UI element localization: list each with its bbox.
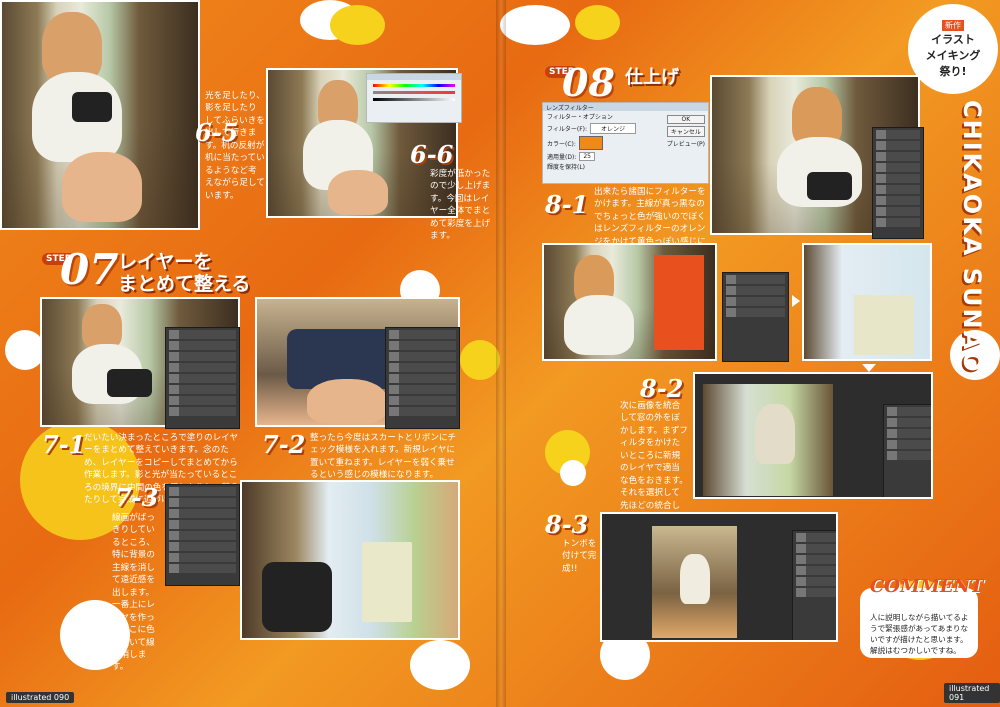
step-label-6-6: 6-6	[410, 140, 454, 169]
density-value[interactable]: 25	[579, 152, 595, 161]
step-badge-07: STEP	[42, 253, 76, 265]
page-folio-right: illustrated 091	[944, 683, 1000, 703]
lens-filter-dialog: レンズフィルター フィルター・オプション フィルター(F): オレンジ カラー(…	[542, 102, 709, 184]
step-label-8-1: 8-1	[545, 190, 589, 219]
photoshop-screenshot-8-3	[600, 512, 838, 642]
step-label-8-2: 8-2	[640, 374, 684, 403]
photoshop-screenshot-8-2	[693, 372, 933, 499]
preserve-luminosity-checkbox[interactable]: 輝度を保持(L)	[547, 164, 586, 171]
step-number-08: 08	[562, 60, 615, 105]
page-folio-left: illustrated 090	[6, 692, 75, 703]
step-text-7-3: 線画がばっきりしているところ、特に背景の主線を消して遠近感を出します。一番上にレ…	[112, 513, 155, 673]
paint-splash	[330, 5, 385, 45]
step-title-07-line2: まとめて整える	[118, 273, 251, 295]
step-text-6-5: 光を足したり、影を足したりしてふらいきを出して行きます。机の反射が机に当たってい…	[205, 91, 265, 201]
illustration-8-2-b	[802, 243, 932, 361]
illustration-6-5-main	[0, 0, 200, 230]
step-label-6-5: 6-5	[195, 118, 239, 147]
color-label: カラー(C):	[547, 140, 576, 148]
dialog-title: レンズフィルター	[543, 103, 708, 112]
step-text-8-3: トンボを付けて完成!!	[562, 539, 597, 574]
step-title-08: 仕上げ	[625, 67, 679, 88]
step-label-7-3: 7-3	[115, 483, 159, 512]
cancel-button[interactable]: キャンセル	[666, 126, 705, 137]
step-text-7-1: だいたい決まったところで塗りのレイヤーをまとめて整えていきます。念のため、レイヤ…	[84, 433, 239, 506]
badge-line3: 祭り!	[939, 64, 967, 78]
paint-splash	[60, 600, 130, 670]
layers-panel-7-1	[165, 327, 240, 429]
ok-button[interactable]: OK	[666, 115, 705, 124]
layers-panel-8-1	[872, 127, 924, 239]
paint-splash	[20, 420, 140, 540]
comment-title: COMMENT	[870, 576, 984, 597]
filter-select[interactable]: オレンジ	[590, 123, 637, 134]
layers-panel-7-2	[385, 327, 460, 429]
spread-gutter	[496, 0, 506, 707]
layers-panel-8-2	[722, 272, 789, 362]
paint-splash	[460, 340, 500, 380]
step-label-7-1: 7-1	[42, 430, 86, 459]
comment-text: 人に説明しながら描いてるようで緊張感があってあまりないですが描けたと思います。解…	[870, 613, 969, 655]
paint-splash	[950, 330, 1000, 380]
next-arrow	[792, 295, 800, 307]
step-text-6-6: 彩度が低かったので少し上げます。今回はレイヤー全体でまとめて彩度を上げます。	[430, 169, 491, 242]
artist-name-vertical: CHIKAOKA SUNAO	[958, 100, 986, 374]
badge-line2: メイキング	[925, 48, 981, 62]
paint-splash	[500, 5, 570, 45]
step-badge-08: STEP	[545, 66, 579, 78]
color-swatch[interactable]	[578, 136, 603, 150]
comment-box: COMMENT 人に説明しながら描いてるようで緊張感があってあまりないですが描け…	[860, 576, 983, 658]
hue-saturation-dialog	[366, 73, 462, 123]
illustration-7-3	[240, 480, 460, 640]
density-label: 適用量(D):	[547, 154, 577, 161]
layers-panel-7-3	[165, 484, 240, 586]
badge-line1: イラスト	[931, 32, 975, 46]
step-label-8-3: 8-3	[545, 510, 589, 539]
step-title-07-line1: レイヤーを	[118, 251, 213, 273]
badge-new-label: 新作	[942, 19, 964, 31]
paint-splash	[560, 460, 586, 486]
paint-splash	[410, 640, 470, 690]
paint-splash	[5, 330, 45, 370]
series-badge: 新作 イラスト メイキング 祭り!	[910, 6, 996, 92]
step-label-7-2: 7-2	[262, 430, 306, 459]
dialog-group-label: フィルター・オプション	[547, 114, 613, 121]
paint-splash	[575, 5, 620, 40]
preview-checkbox[interactable]: プレビュー(P)	[666, 141, 705, 148]
filter-label: フィルター(F):	[547, 126, 588, 133]
illustration-8-2-a	[542, 243, 717, 361]
down-arrow	[862, 364, 876, 372]
step-text-7-2: 整ったら今度はスカートとリボンにチェック模様を入れます。新規レイヤに置いて重ねま…	[310, 433, 457, 481]
step-number-07: 07	[60, 245, 119, 294]
